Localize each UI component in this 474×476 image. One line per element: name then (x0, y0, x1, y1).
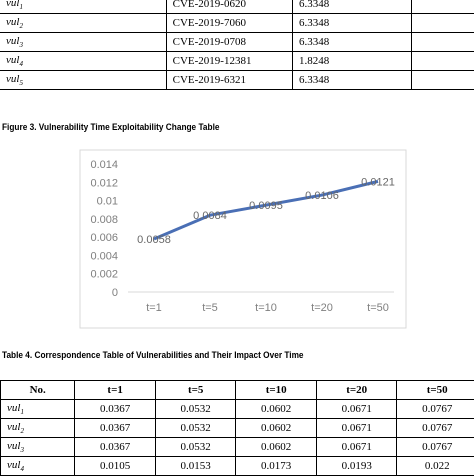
vul-label: vul3 (1, 438, 75, 457)
impact-value: 0.0671 (316, 400, 397, 419)
x-tick-label: t=50 (367, 302, 389, 314)
data-label: 0.0058 (137, 234, 171, 246)
cve-id: CVE-2019-0620 (166, 0, 292, 14)
impact-value: 0.0367 (75, 438, 156, 457)
impact-value: 0.022 (397, 457, 474, 476)
impact-value: 0.0173 (236, 457, 317, 476)
impact-value: 0.0367 (75, 419, 156, 438)
impact-value: 0.0153 (155, 457, 236, 476)
column-header: t=10 (236, 381, 317, 400)
column-header: t=50 (397, 381, 474, 400)
y-tick-label: 0 (112, 287, 118, 299)
score-value: 6.3348 (292, 14, 411, 33)
cve-id: CVE-2019-12381 (166, 52, 292, 71)
exploitability-line-chart: 0 0.002 0.004 0.006 0.008 0.01 0.012 0.014 t=1 t… (0, 138, 474, 338)
y-tick-label: 0.004 (90, 250, 118, 262)
y-tick-label: 0.012 (90, 177, 118, 189)
empty-cell (412, 14, 474, 33)
vul-label: vul5 (0, 71, 166, 90)
vul-label: vul2 (0, 14, 166, 33)
empty-cell (412, 52, 474, 71)
vul-label: vul1 (1, 400, 75, 419)
y-tick-label: 0.014 (90, 159, 118, 171)
impact-value: 0.0602 (236, 419, 317, 438)
table-4-caption: Table 4. Correspondence Table of Vulnera… (2, 350, 304, 360)
y-tick-label: 0.01 (97, 196, 118, 208)
column-header: t=5 (155, 381, 236, 400)
y-tick-label: 0.002 (90, 269, 118, 281)
impact-value: 0.0602 (236, 400, 317, 419)
y-tick-label: 0.006 (90, 232, 118, 244)
empty-cell (412, 33, 474, 52)
y-tick-label: 0.008 (90, 214, 118, 226)
score-value: 6.3348 (292, 33, 411, 52)
data-label: 0.0095 (249, 200, 283, 212)
column-header: t=1 (75, 381, 156, 400)
vul-label: vul3 (0, 33, 166, 52)
column-header: t=20 (316, 381, 397, 400)
impact-value: 0.0193 (316, 457, 397, 476)
vul-label: vul4 (1, 457, 75, 476)
impact-value: 0.0532 (155, 400, 236, 419)
data-label: 0.0106 (305, 190, 339, 202)
x-tick-label: t=1 (146, 302, 162, 314)
impact-value: 0.0767 (397, 438, 474, 457)
column-header: No. (1, 381, 75, 400)
impact-value: 0.0671 (316, 419, 397, 438)
impact-value: 0.0367 (75, 400, 156, 419)
data-label: 0.0084 (193, 210, 227, 222)
cve-id: CVE-2019-6321 (166, 71, 292, 90)
impact-value: 0.0671 (316, 438, 397, 457)
vul-label: vul4 (0, 52, 166, 71)
cve-id: CVE-2019-7060 (166, 14, 292, 33)
impact-value: 0.0532 (155, 438, 236, 457)
impact-value: 0.0532 (155, 419, 236, 438)
impact-value: 0.0105 (75, 457, 156, 476)
figure-3-caption: Figure 3. Vulnerability Time Exploitabil… (2, 122, 219, 132)
cve-id: CVE-2019-0708 (166, 33, 292, 52)
vul-label: vul2 (1, 419, 75, 438)
impact-value: 0.0767 (397, 400, 474, 419)
empty-cell (412, 0, 474, 14)
score-value: 1.8248 (292, 52, 411, 71)
data-label: 0.0121 (361, 176, 395, 188)
x-tick-label: t=20 (311, 302, 333, 314)
x-tick-label: t=10 (255, 302, 277, 314)
score-value: 6.3348 (292, 71, 411, 90)
empty-cell (412, 71, 474, 90)
x-tick-label: t=5 (202, 302, 218, 314)
vul-label: vul1 (0, 0, 166, 14)
score-value: 6.3348 (292, 0, 411, 14)
chart-frame (80, 150, 406, 328)
impact-value: 0.0767 (397, 419, 474, 438)
impact-value: 0.0602 (236, 438, 317, 457)
